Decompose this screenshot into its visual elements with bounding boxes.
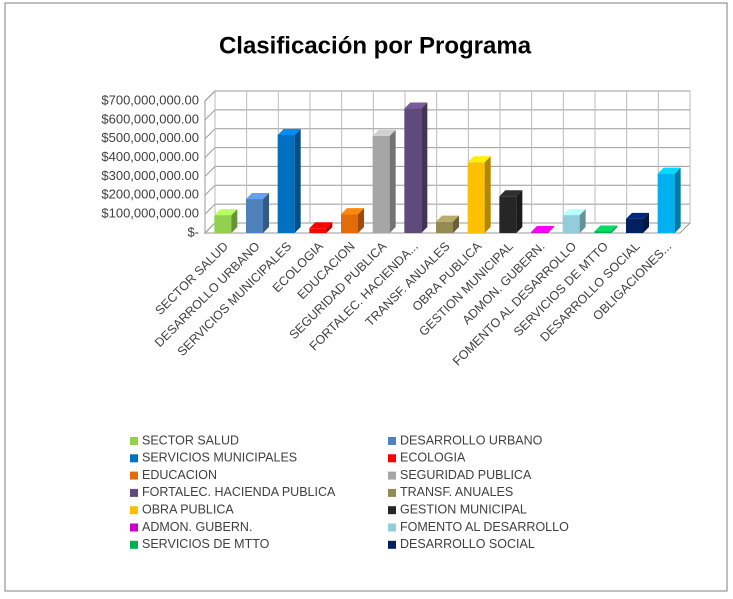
bar-side — [389, 129, 396, 233]
bar-top — [404, 102, 428, 109]
legend-label: ADMON. GUBERN. — [142, 520, 252, 534]
bar-top — [309, 222, 333, 229]
bar — [531, 232, 548, 233]
chart-title: Clasificación por Programa — [219, 32, 532, 59]
legend-swatch — [130, 437, 138, 445]
bar-side — [231, 209, 238, 233]
bar-side — [516, 190, 523, 233]
legend-swatch — [130, 454, 138, 463]
bar-top — [436, 215, 459, 222]
bar — [594, 231, 612, 233]
y-tick-label: $200,000,000.00 — [101, 187, 199, 202]
bar — [404, 108, 422, 233]
legend-label: DESARROLLO SOCIAL — [400, 537, 535, 551]
legend-swatch — [130, 523, 138, 532]
legend-swatch — [388, 488, 396, 497]
legend-label: TRANSF. ANUALES — [400, 485, 513, 499]
bar-top — [594, 225, 618, 232]
bar-3d — [531, 226, 554, 233]
legend-swatch — [388, 454, 396, 463]
bar — [562, 215, 580, 233]
bar — [277, 134, 295, 233]
bar-top — [341, 208, 364, 215]
bar-3d — [214, 209, 238, 233]
bar-top — [246, 193, 269, 200]
bar-3d — [341, 208, 364, 233]
bar-3d — [594, 225, 618, 233]
legend-swatch — [130, 471, 138, 480]
bar — [309, 228, 327, 233]
legend-label: ECOLOGIA — [400, 451, 466, 465]
bar-top — [214, 209, 238, 216]
bar-side — [579, 209, 586, 233]
bar-3d — [499, 190, 523, 233]
bar-3d — [562, 209, 586, 233]
bar-3d — [246, 193, 269, 233]
y-tick-label: $100,000,000.00 — [101, 206, 199, 221]
legend-label: EDUCACION — [142, 468, 217, 482]
bar — [341, 214, 358, 233]
bar-3d — [436, 215, 459, 233]
bar-3d — [626, 212, 649, 233]
y-tick-label: $300,000,000.00 — [101, 168, 199, 183]
bar-side — [263, 193, 269, 233]
bar — [657, 173, 675, 233]
bar-side — [548, 226, 554, 233]
bar — [467, 162, 485, 233]
bar — [372, 135, 390, 233]
legend-label: DESARROLLO URBANO — [400, 433, 543, 447]
bar-side — [611, 225, 618, 233]
legend-swatch — [388, 437, 396, 445]
bar — [214, 215, 232, 233]
legend-label: GESTION MUNICIPAL — [400, 502, 527, 516]
y-tick-label: $700,000,000.00 — [101, 92, 199, 107]
y-tick-label: $500,000,000.00 — [101, 130, 199, 145]
bar-side — [453, 215, 459, 233]
legend-label: FORTALEC. HACIENDA PUBLICA — [142, 485, 336, 499]
bar-top — [467, 156, 491, 163]
bar — [436, 221, 453, 233]
bar-side — [358, 208, 364, 233]
legend-swatch — [388, 523, 396, 532]
legend-swatch — [130, 506, 138, 515]
legend-swatch — [388, 471, 396, 480]
bar-top — [626, 212, 649, 219]
bar-3d — [404, 102, 428, 234]
legend-label: SECTOR SALUD — [142, 433, 239, 447]
bar-side — [484, 156, 491, 233]
bar — [626, 218, 643, 233]
legend-label: OBRA PUBLICA — [142, 502, 234, 516]
bar-side — [421, 102, 428, 234]
bar — [246, 199, 263, 233]
legend-swatch — [130, 540, 138, 549]
bar-3d — [277, 128, 301, 233]
bar-3d — [372, 129, 396, 233]
legend-label: SERVICIOS DE MTTO — [142, 537, 270, 551]
bar-top — [372, 129, 396, 136]
bar-side — [643, 212, 649, 233]
bar-top — [562, 209, 586, 216]
bar-side — [326, 222, 333, 233]
bar-top — [657, 167, 681, 174]
bar-3d — [309, 222, 333, 233]
legend-label: SERVICIOS MUNICIPALES — [142, 451, 297, 465]
bar — [499, 196, 517, 233]
legend-label: FOMENTO AL DESARROLLO — [400, 520, 569, 534]
legend-label: SEGURIDAD PUBLICA — [400, 468, 532, 482]
legend-swatch — [130, 488, 138, 497]
side-wall — [204, 89, 216, 235]
bar-side — [674, 167, 681, 233]
y-tick-label: $400,000,000.00 — [101, 149, 199, 164]
bar-3d — [657, 167, 681, 233]
bar-3d — [467, 156, 491, 233]
bar-top — [499, 190, 523, 197]
bar-side — [294, 128, 301, 233]
legend-swatch — [388, 506, 396, 515]
bar-top — [531, 226, 554, 233]
legend-swatch — [388, 540, 396, 549]
bar-top — [277, 128, 301, 135]
y-tick-label: $- — [187, 224, 199, 239]
y-tick-label: $600,000,000.00 — [101, 111, 199, 126]
